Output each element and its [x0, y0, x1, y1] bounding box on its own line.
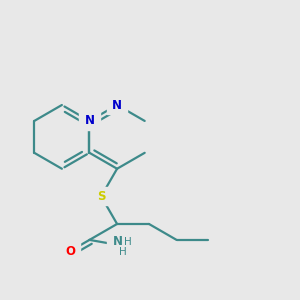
Bar [107, 233, 134, 258]
Text: H: H [124, 237, 131, 247]
Bar [107, 96, 128, 114]
Bar [60, 242, 80, 260]
Text: O: O [65, 244, 75, 258]
Text: N: N [85, 114, 94, 128]
Text: N: N [112, 98, 122, 112]
Text: H: H [119, 247, 127, 257]
Text: S: S [97, 190, 105, 203]
Bar [91, 188, 112, 206]
Text: N: N [113, 235, 123, 248]
Bar [79, 112, 100, 130]
